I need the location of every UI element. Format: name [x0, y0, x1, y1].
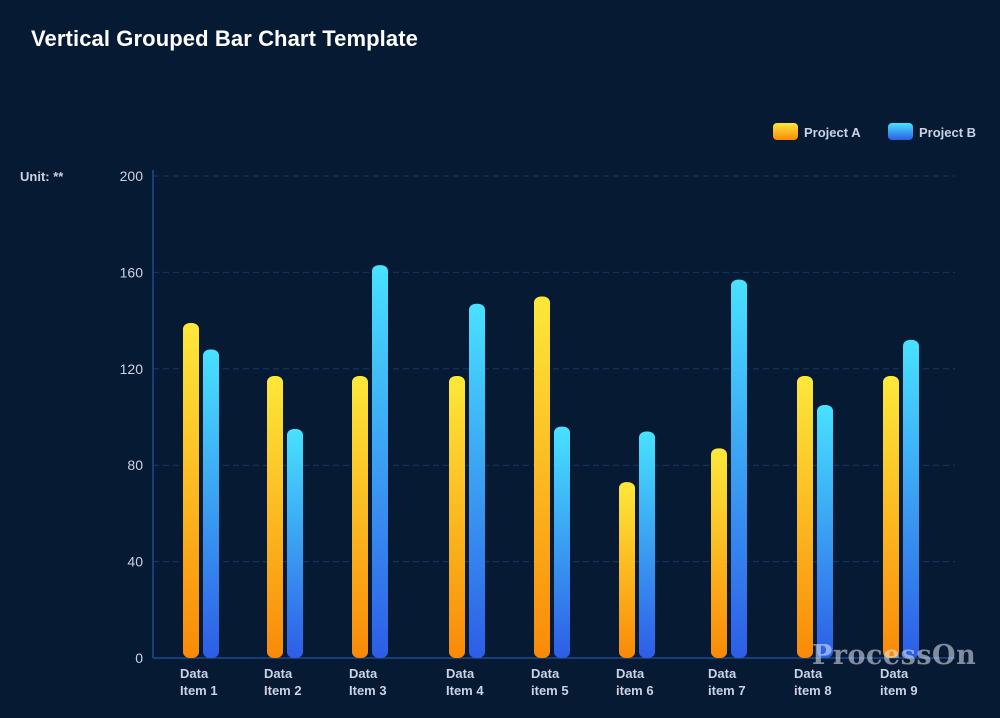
bar-project-a-2	[267, 376, 283, 658]
x-tick-label: Data item 6	[616, 666, 654, 698]
y-tick-label: 160	[120, 264, 144, 280]
bar-project-b-9	[903, 339, 919, 658]
bar-project-b-7	[731, 279, 747, 658]
y-tick-label: 0	[135, 650, 143, 666]
unit-label: Unit: **	[20, 169, 64, 184]
legend-label: Project A	[804, 125, 861, 140]
x-tick-label: Data Item 2	[264, 666, 302, 698]
watermark: ProcessOn	[812, 640, 977, 671]
bar-project-b-2	[287, 429, 303, 658]
bar-project-a-1	[183, 323, 199, 658]
axis-labels: 0 40 80 120 160 200 Data Item 1 Data Item 2 Data It…	[120, 168, 918, 698]
axes	[152, 170, 955, 659]
y-tick-label: 40	[127, 554, 143, 570]
x-tick-label: Data Item 3	[349, 666, 387, 698]
bar-project-a-6	[619, 482, 635, 658]
bar-project-a-7	[711, 448, 727, 658]
legend-swatch	[888, 123, 913, 140]
y-tick-label: 200	[120, 168, 144, 184]
bar-project-a-5	[534, 296, 550, 658]
legend-label: Project B	[919, 125, 976, 140]
bar-project-b-4	[469, 303, 485, 658]
x-tick-label: Data item 7	[708, 666, 746, 698]
bar-project-a-9	[883, 376, 899, 658]
legend: Project A Project B	[773, 123, 976, 140]
bar-project-a-8	[797, 376, 813, 658]
x-tick-label: Data item 9	[880, 666, 918, 698]
y-tick-label: 80	[127, 457, 143, 473]
bar-project-b-3	[372, 265, 388, 658]
y-tick-label: 120	[120, 361, 144, 377]
bar-project-b-8	[817, 404, 833, 658]
legend-item-project-b: Project B	[888, 123, 976, 140]
bar-project-a-3	[352, 376, 368, 658]
x-tick-label: Data item 5	[531, 666, 569, 698]
x-tick-label: Data Item 4	[446, 666, 484, 698]
x-tick-label: Data Item 1	[180, 666, 218, 698]
x-tick-label: Data item 8	[794, 666, 832, 698]
legend-swatch	[773, 123, 798, 140]
chart-title: Vertical Grouped Bar Chart Template	[31, 26, 418, 51]
bar-project-b-6	[639, 431, 655, 658]
legend-item-project-a: Project A	[773, 123, 861, 140]
bar-project-a-4	[449, 376, 465, 658]
bar-project-b-1	[203, 349, 219, 658]
bars	[183, 265, 919, 658]
bar-project-b-5	[554, 426, 570, 658]
